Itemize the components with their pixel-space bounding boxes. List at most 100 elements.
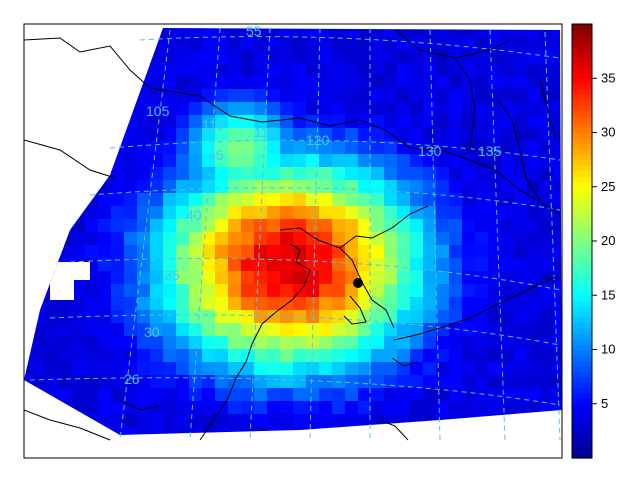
field-cell — [137, 115, 151, 129]
field-cell — [124, 232, 138, 246]
field-cell — [449, 167, 463, 181]
field-cell — [46, 336, 60, 350]
colorbar-cell — [572, 72, 592, 79]
field-cell — [345, 76, 359, 90]
field-cell — [384, 323, 398, 337]
field-cell — [475, 297, 489, 311]
field-cell — [215, 167, 229, 181]
field-cell — [371, 219, 385, 233]
field-cell — [189, 401, 203, 415]
field-cell — [384, 63, 398, 77]
field-cell — [111, 258, 125, 272]
field-cell — [436, 219, 450, 233]
field-cell — [150, 375, 164, 389]
field-cell — [150, 271, 164, 285]
field-cell — [436, 115, 450, 129]
field-cell — [254, 336, 268, 350]
field-cell — [267, 193, 281, 207]
field-cell — [267, 37, 281, 51]
field-cell — [215, 206, 229, 220]
field-cell — [241, 219, 255, 233]
field-cell — [436, 388, 450, 402]
colorbar-cell — [572, 235, 592, 242]
field-cell — [423, 76, 437, 90]
field-cell — [267, 349, 281, 363]
field-cell — [527, 349, 541, 363]
field-cell — [397, 167, 411, 181]
field-cell — [202, 414, 216, 428]
field-cell — [124, 206, 138, 220]
field-cell — [553, 63, 562, 77]
field-cell — [306, 414, 320, 428]
field-cell — [137, 89, 151, 103]
field-cell — [124, 245, 138, 259]
field-cell — [501, 323, 515, 337]
field-cell — [527, 37, 541, 51]
field-cell — [267, 284, 281, 298]
field-cell — [488, 401, 502, 415]
field-cell — [527, 141, 541, 155]
field-cell — [449, 297, 463, 311]
field-cell — [540, 258, 554, 272]
field-cell — [241, 258, 255, 272]
field-cell — [137, 336, 151, 350]
field-cell — [293, 102, 307, 116]
field-cell — [189, 258, 203, 272]
colorbar-cell — [572, 24, 592, 31]
field-cell — [176, 427, 190, 435]
field-cell — [241, 271, 255, 285]
colorbar-cell — [572, 148, 592, 155]
field-cell — [371, 271, 385, 285]
colorbar-cell — [572, 251, 592, 258]
field-cell — [397, 193, 411, 207]
field-cell — [280, 219, 294, 233]
field-cell — [189, 180, 203, 194]
field-cell — [254, 375, 268, 389]
field-cell — [332, 414, 346, 428]
field-cell — [228, 141, 242, 155]
field-cell — [124, 154, 138, 168]
field-cell — [540, 284, 554, 298]
field-cell — [137, 180, 151, 194]
field-cell — [59, 375, 73, 389]
field-cell — [553, 167, 562, 181]
field-cell — [189, 193, 203, 207]
field-cell — [163, 102, 177, 116]
field-cell — [358, 167, 372, 181]
field-cell — [449, 128, 463, 142]
field-cell — [423, 258, 437, 272]
field-cell — [319, 245, 333, 259]
field-cell — [527, 375, 541, 389]
field-cell — [319, 271, 333, 285]
colorbar-cell — [572, 387, 592, 394]
field-cell — [215, 388, 229, 402]
field-cell — [488, 349, 502, 363]
field-cell — [319, 115, 333, 129]
colorbar-cell — [572, 327, 592, 334]
field-cell — [176, 206, 190, 220]
field-cell — [345, 37, 359, 51]
field-cell — [189, 388, 203, 402]
field-cell — [449, 375, 463, 389]
field-cell — [267, 414, 281, 428]
field-cell — [319, 336, 333, 350]
colorbar-cell — [572, 127, 592, 134]
field-cell — [189, 28, 203, 38]
field-cell — [306, 76, 320, 90]
field-cell — [514, 284, 528, 298]
field-cell — [553, 401, 562, 415]
field-cell — [501, 167, 515, 181]
field-cell — [501, 63, 515, 77]
field-cell — [488, 219, 502, 233]
field-cell — [332, 284, 346, 298]
colorbar-cell — [572, 224, 592, 231]
colorbar-cell — [572, 349, 592, 356]
field-cell — [280, 89, 294, 103]
field-cell — [267, 375, 281, 389]
field-cell — [189, 50, 203, 64]
colorbar-cell — [572, 382, 592, 389]
field-cell — [527, 232, 541, 246]
field-cell — [267, 310, 281, 324]
field-cell — [111, 245, 125, 259]
field-cell — [163, 310, 177, 324]
